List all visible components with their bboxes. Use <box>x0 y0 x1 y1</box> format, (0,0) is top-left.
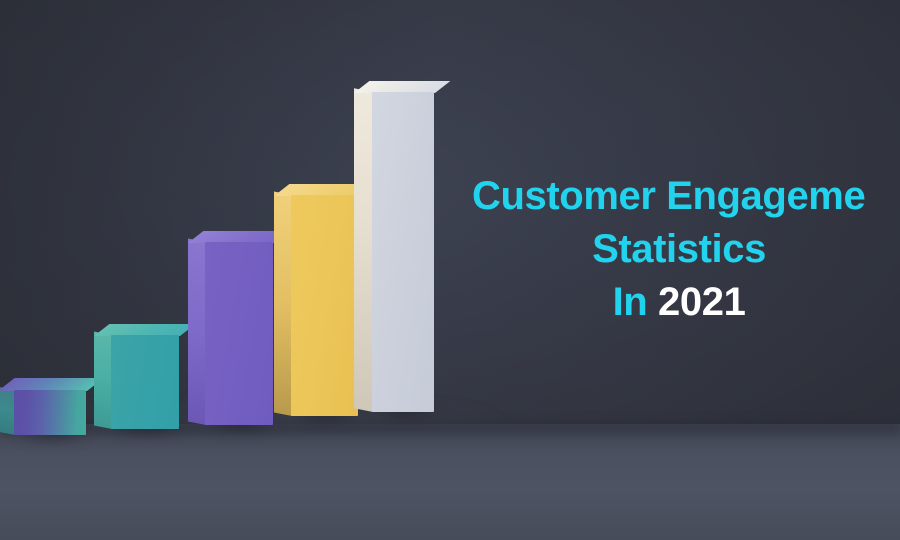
bar-2-side-face <box>94 331 112 429</box>
bar-1-side-face <box>0 386 15 435</box>
title-year: 2021 <box>658 279 746 324</box>
title-line-3: In 2021 <box>444 279 900 324</box>
title-year-prefix: In <box>612 279 648 324</box>
title-line-1: Customer Engageme <box>472 174 866 218</box>
bar-5-front-face <box>372 92 434 412</box>
bar-4-front-face <box>291 195 358 416</box>
bar-4 <box>274 184 376 432</box>
bar-5-side-face <box>354 88 373 413</box>
bar-3-side-face <box>188 238 206 425</box>
title-block: Customer Engageme Statistics In 2021 <box>444 176 900 322</box>
bar-1 <box>0 378 104 451</box>
bar-2-front-face <box>111 335 179 429</box>
bar-5 <box>354 81 452 428</box>
bar-2 <box>94 324 197 445</box>
bar-3-front-face <box>205 242 273 425</box>
bar-3 <box>188 231 291 441</box>
title-line-2: Statistics <box>592 226 766 271</box>
bar-1-front-face <box>14 390 86 435</box>
bar-4-side-face <box>274 191 292 416</box>
